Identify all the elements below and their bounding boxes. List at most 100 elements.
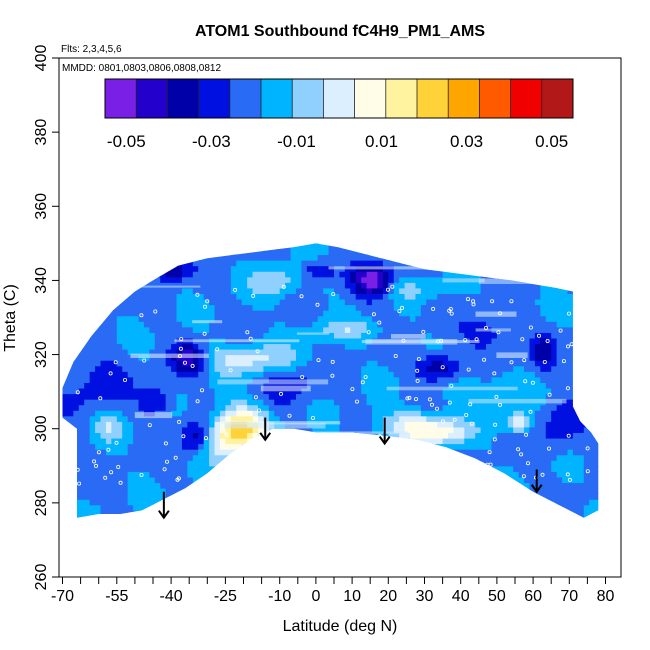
heatmap-cell [143, 465, 150, 472]
heatmap-cell [464, 254, 471, 261]
heatmap-cell [507, 376, 514, 383]
heatmap-cell [154, 499, 161, 506]
heatmap-cell [165, 293, 172, 300]
heatmap-cell [458, 243, 465, 250]
heatmap-cell [382, 343, 389, 350]
heatmap-cell [171, 449, 178, 456]
heatmap-cell [133, 382, 140, 389]
heatmap-cell [513, 304, 520, 311]
heatmap-cell [339, 349, 346, 356]
heatmap-cell [219, 248, 226, 256]
heatmap-cell [62, 382, 69, 389]
heatmap-cell [534, 332, 541, 339]
heatmap-cell [241, 310, 248, 317]
heatmap-cell [154, 332, 161, 339]
heatmap-cell [306, 449, 313, 456]
heatmap-cell [306, 488, 313, 495]
heatmap-cell [366, 354, 373, 361]
heatmap-cell [464, 504, 471, 511]
heatmap-cell [344, 354, 351, 361]
heatmap-cell [502, 298, 509, 306]
heatmap-cell [73, 415, 80, 422]
heatmap-cell [187, 404, 194, 411]
heatmap-cell [230, 454, 237, 461]
heatmap-cell [116, 432, 123, 439]
heatmap-cell [84, 254, 91, 261]
heatmap-cell [540, 365, 547, 372]
heatmap-cell [84, 287, 91, 294]
heatmap-cell [366, 332, 373, 339]
heatmap-cell [469, 387, 476, 395]
heatmap-cell [344, 454, 351, 461]
heatmap-cell [323, 304, 330, 311]
heatmap-cell [323, 287, 330, 294]
heatmap-cell [171, 332, 178, 339]
heatmap-cell [562, 504, 569, 511]
heatmap-cell [67, 426, 74, 434]
heatmap-cell [502, 460, 509, 467]
heatmap-cell [513, 287, 520, 294]
heatmap-cell [100, 276, 107, 283]
heatmap-cell [160, 321, 167, 328]
heatmap-cell [377, 426, 384, 434]
heatmap-cell [225, 454, 232, 461]
heatmap-cell [431, 421, 438, 428]
heatmap-cell [350, 426, 357, 434]
heatmap-cell [562, 376, 569, 383]
heatmap-cell [306, 282, 313, 289]
heatmap-cell [187, 343, 194, 350]
heatmap-cell [502, 337, 509, 345]
heatmap-cell [344, 371, 351, 378]
heatmap-cell [350, 521, 356, 527]
heatmap-cell [339, 399, 346, 406]
heatmap-cell [73, 371, 80, 378]
heatmap-cell [306, 426, 313, 434]
heatmap-cell [344, 437, 351, 445]
heatmap-cell [366, 482, 373, 489]
heatmap-cell [127, 376, 134, 383]
heatmap-cell [334, 460, 341, 467]
heatmap-cell [556, 304, 563, 311]
heatmap-cell [198, 287, 205, 294]
heatmap-cell [306, 293, 313, 300]
heatmap-cell [219, 465, 226, 472]
heatmap-cell [84, 476, 91, 484]
heatmap-cell [295, 493, 303, 500]
heatmap-cell [214, 315, 221, 322]
heatmap-cell [100, 460, 107, 467]
heatmap-cell [507, 504, 514, 511]
heatmap-cell [448, 332, 455, 339]
heatmap-cell [382, 471, 389, 478]
heatmap-cell [534, 471, 541, 478]
heatmap-cell [301, 287, 308, 294]
heatmap-cell [181, 510, 188, 517]
heatmap-cell [312, 304, 319, 311]
heatmap-cell [453, 293, 460, 300]
heatmap-cell [323, 449, 330, 456]
heatmap-cell [171, 343, 178, 350]
heatmap-cell [415, 243, 422, 244]
heatmap-cell [312, 476, 319, 484]
heatmap-cell [317, 349, 324, 356]
heatmap-cell [404, 404, 411, 411]
heatmap-cell [84, 265, 91, 272]
heatmap-cell [443, 232, 449, 238]
heatmap-cell [105, 271, 112, 278]
heatmap-cell [502, 471, 509, 478]
heatmap-cell [388, 298, 395, 306]
heatmap-cell [252, 276, 259, 283]
heatmap-cell [410, 432, 417, 439]
heatmap-cell [100, 471, 107, 478]
heatmap-cell [203, 437, 210, 445]
heatmap-cell [399, 399, 406, 406]
heatmap-cell [263, 393, 270, 400]
heatmap-cell [420, 404, 427, 411]
heatmap-cell [252, 410, 259, 417]
heatmap-cell [143, 426, 150, 434]
heatmap-cell [290, 276, 297, 283]
heatmap-cell [127, 337, 134, 345]
heatmap-cell [458, 271, 465, 278]
heatmap-cell [192, 310, 199, 317]
heatmap-cell [290, 510, 297, 517]
heatmap-cell [62, 410, 69, 417]
